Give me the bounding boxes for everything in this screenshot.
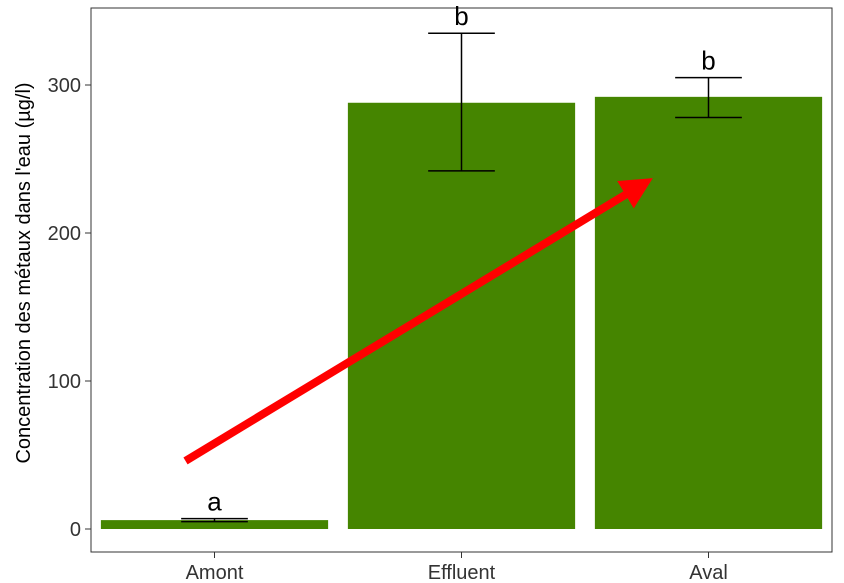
y-tick-label: 200 (48, 223, 81, 245)
y-tick-label: 300 (48, 75, 81, 97)
bar-aval (595, 97, 822, 529)
significance-label: b (701, 46, 715, 76)
x-tick-label: Effluent (428, 562, 496, 583)
plot-area: 0 100 200 300 Amont a Effluent b Aval b (48, 1, 832, 583)
y-tick-label: 100 (48, 371, 81, 393)
y-tick-label: 0 (70, 519, 81, 541)
y-axis-title: Concentration des métaux dans l'eau (µg/… (13, 82, 35, 463)
significance-label: b (454, 1, 468, 31)
x-tick-label: Amont (186, 562, 244, 583)
x-tick-label: Aval (689, 562, 728, 583)
significance-label: a (207, 487, 222, 517)
